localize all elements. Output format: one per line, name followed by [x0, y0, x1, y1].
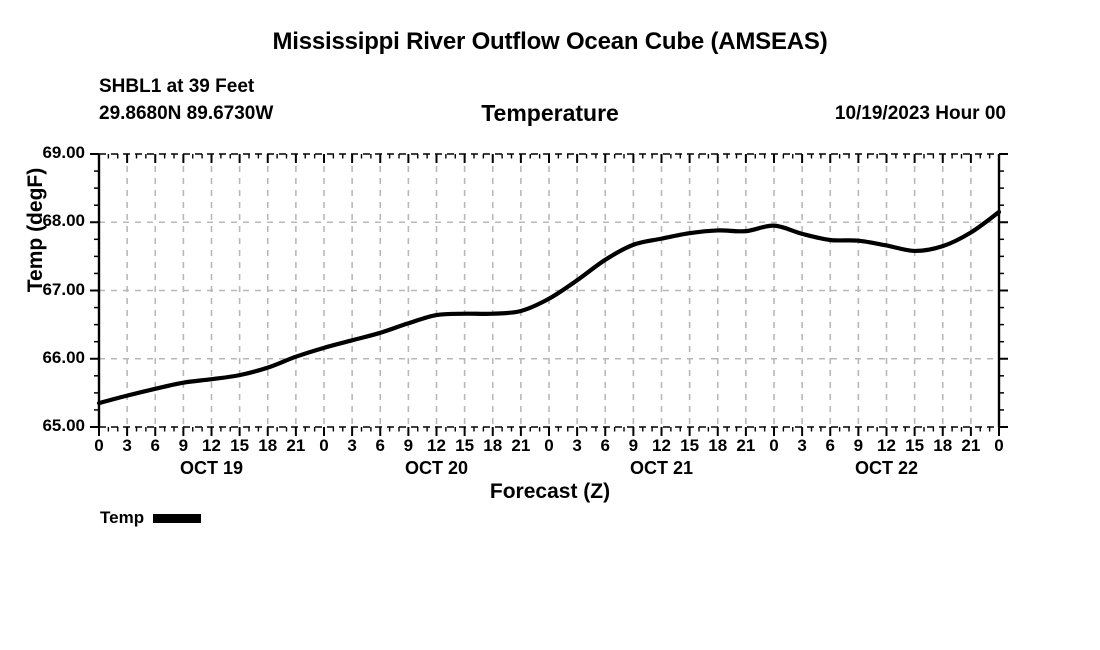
x-tick-label: 18 — [258, 436, 278, 455]
day-label: OCT 19 — [179, 458, 244, 478]
axis-frame — [97, 153, 1001, 428]
y-tick-label: 67.00 — [42, 279, 85, 299]
x-tick-label: 18 — [483, 436, 503, 455]
station-depth-label: SHBL1 at 39 Feet — [99, 76, 255, 97]
x-tick-label: 15 — [455, 436, 475, 455]
x-tick-label: 12 — [427, 436, 446, 455]
x-tick-label: 3 — [797, 436, 807, 455]
day-label: OCT 20 — [404, 458, 469, 478]
x-tick-label: 15 — [905, 436, 925, 455]
y-tick-label: 65.00 — [42, 416, 85, 435]
x-tick-label: 0 — [94, 436, 104, 455]
axis-major-ticks — [90, 153, 1008, 436]
x-tick-label: 3 — [572, 436, 582, 455]
temp-series-line — [96, 209, 1002, 406]
x-tick-label: 9 — [628, 436, 639, 455]
x-tick-label: 12 — [877, 436, 896, 455]
x-tick-label: 12 — [202, 436, 221, 455]
legend-label-temp: Temp — [100, 508, 145, 527]
x-tick-label: 21 — [736, 436, 756, 455]
x-tick-label: 15 — [680, 436, 700, 455]
x-tick-label: 0 — [544, 436, 554, 455]
x-tick-label: 3 — [347, 436, 357, 455]
x-tick-label: 18 — [708, 436, 728, 455]
y-tick-label: 66.00 — [42, 347, 85, 367]
x-tick-label: 21 — [286, 436, 306, 455]
gridlines — [99, 154, 999, 427]
x-tick-label: 21 — [511, 436, 531, 455]
legend-swatch-temp — [153, 513, 202, 523]
x-tick-label: 6 — [600, 436, 610, 455]
x-tick-label: 6 — [825, 436, 835, 455]
chart-subtitle: Temperature — [481, 100, 619, 126]
legend: Temp — [100, 508, 202, 528]
x-tick-label: 0 — [319, 436, 329, 455]
forecast-datestamp: 10/19/2023 Hour 00 — [834, 103, 1006, 124]
day-label: OCT 22 — [854, 458, 919, 478]
x-tick-label: 9 — [178, 436, 189, 455]
x-axis-label: Forecast (Z) — [489, 480, 611, 503]
station-coordinates-label: 29.8680N 89.6730W — [99, 103, 274, 124]
x-tick-label: 6 — [375, 436, 385, 455]
x-tick-label: 9 — [403, 436, 414, 455]
x-tick-label: 15 — [230, 436, 250, 455]
x-tick-label: 18 — [933, 436, 953, 455]
y-tick-label: 69.00 — [42, 143, 85, 162]
x-tick-label: 3 — [122, 436, 132, 455]
x-tick-label: 9 — [853, 436, 864, 455]
x-tick-label: 21 — [961, 436, 981, 455]
y-tick-label: 68.00 — [42, 211, 85, 231]
x-tick-label: 0 — [769, 436, 779, 455]
page-title: Mississippi River Outflow Ocean Cube (AM… — [272, 28, 828, 55]
x-tick-label: 0 — [994, 436, 1004, 455]
x-tick-label: 6 — [150, 436, 160, 455]
day-label: OCT 21 — [629, 458, 694, 478]
x-tick-label: 12 — [652, 436, 671, 455]
